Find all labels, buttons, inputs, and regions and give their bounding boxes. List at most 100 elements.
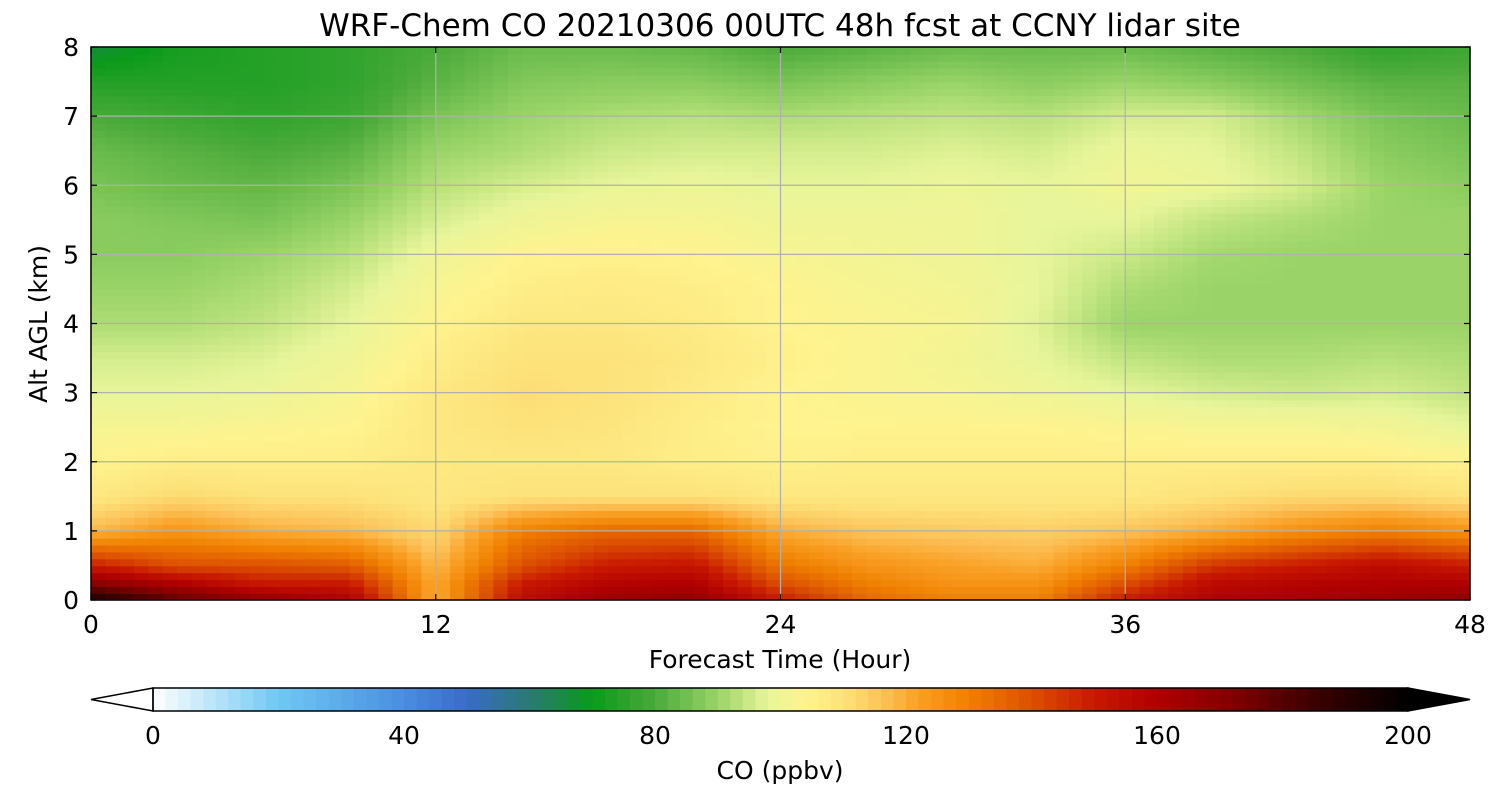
heat-cell [1254, 510, 1270, 518]
heat-cell [924, 537, 940, 546]
heat-cell [1197, 572, 1213, 581]
heat-cell [708, 420, 724, 428]
heat-cell [177, 344, 193, 352]
heat-cell [694, 364, 710, 373]
heat-cell [866, 530, 882, 539]
heat-cell [837, 441, 854, 449]
heat-cell [91, 233, 107, 242]
heat-cell [780, 288, 796, 297]
heat-cell [1053, 572, 1069, 581]
heat-cell [1326, 323, 1342, 332]
heat-cell [1283, 399, 1299, 408]
heat-cell [105, 330, 121, 339]
heat-cell [1168, 537, 1184, 546]
heat-cell [1398, 565, 1414, 574]
heat-cell [220, 358, 236, 366]
heat-cell [435, 309, 451, 318]
heat-cell [1024, 447, 1040, 456]
heat-cell [1412, 261, 1428, 269]
heat-cell [134, 441, 150, 449]
heat-cell [651, 268, 667, 276]
heat-cell [622, 482, 638, 491]
heat-cell [220, 323, 236, 332]
heat-cell [593, 489, 609, 498]
heat-cell [1441, 351, 1457, 359]
heat-cell [493, 572, 509, 581]
heat-cell [1355, 288, 1371, 297]
heat-cell [1211, 413, 1227, 422]
heat-cell [694, 254, 710, 263]
heat-cell [780, 337, 796, 346]
heat-cell [464, 523, 480, 532]
heat-cell [363, 364, 380, 373]
heat-cell [378, 309, 394, 318]
heat-cell [924, 254, 940, 263]
heat-cell [1441, 261, 1457, 269]
heat-cell [751, 537, 767, 546]
heat-cell [507, 399, 523, 408]
heat-cell [881, 454, 897, 463]
heat-cell [1197, 330, 1213, 339]
heat-cell [1311, 268, 1328, 276]
heat-cell [1254, 544, 1270, 553]
heat-cell [435, 489, 451, 498]
heat-cell [105, 337, 121, 346]
heat-cell [766, 551, 782, 560]
heat-cell [1096, 385, 1112, 394]
heat-cell [1024, 261, 1040, 269]
heat-cell [1067, 434, 1083, 442]
heat-cell [751, 461, 767, 470]
heat-cell [823, 593, 839, 600]
heat-cell [507, 302, 523, 311]
heat-cell [220, 461, 236, 470]
heat-cell [1369, 579, 1385, 587]
heat-cell [335, 558, 351, 567]
heat-cell [794, 288, 811, 297]
heat-cell [1053, 586, 1069, 594]
heat-cell [895, 351, 911, 359]
heat-cell [1197, 551, 1213, 560]
heat-cell [91, 503, 107, 511]
heat-cell [1110, 371, 1127, 380]
heat-cell [780, 586, 796, 594]
heat-cell [1053, 406, 1069, 415]
heat-cell [737, 454, 753, 463]
heat-cell [1412, 454, 1428, 463]
heat-cell [651, 530, 667, 539]
heat-cell [435, 344, 451, 352]
heat-cell [1182, 579, 1198, 587]
heat-cell [737, 468, 753, 477]
heat-cell [220, 489, 236, 498]
heat-cell [952, 399, 969, 408]
heat-cell [407, 316, 423, 325]
heat-cell [205, 475, 222, 484]
heat-cell [1197, 240, 1213, 249]
heat-cell [636, 392, 653, 401]
heat-cell [277, 537, 293, 546]
heat-cell [1383, 364, 1399, 373]
heat-cell [1110, 385, 1127, 394]
heat-cell [148, 503, 164, 511]
heat-cell [723, 288, 739, 297]
heat-cell [708, 468, 724, 477]
heat-cell [1426, 316, 1443, 325]
heat-cell [1039, 275, 1055, 283]
heat-cell [335, 565, 351, 574]
heat-cell [1383, 475, 1399, 484]
heat-cell [263, 523, 279, 532]
heat-cell [651, 344, 667, 352]
heat-cell [536, 295, 552, 304]
heat-cell [507, 337, 523, 346]
heat-cell [134, 358, 150, 366]
heat-cell [1211, 420, 1227, 428]
heat-cell [1067, 288, 1083, 297]
heat-cell [1412, 489, 1428, 498]
heat-cell [1211, 496, 1227, 505]
heat-cell [119, 406, 135, 415]
heat-cell [493, 385, 509, 394]
heat-cell [766, 565, 782, 574]
heat-cell [1082, 482, 1098, 491]
heat-cell [1369, 406, 1385, 415]
heat-cell [105, 288, 121, 297]
heat-cell [234, 572, 250, 581]
